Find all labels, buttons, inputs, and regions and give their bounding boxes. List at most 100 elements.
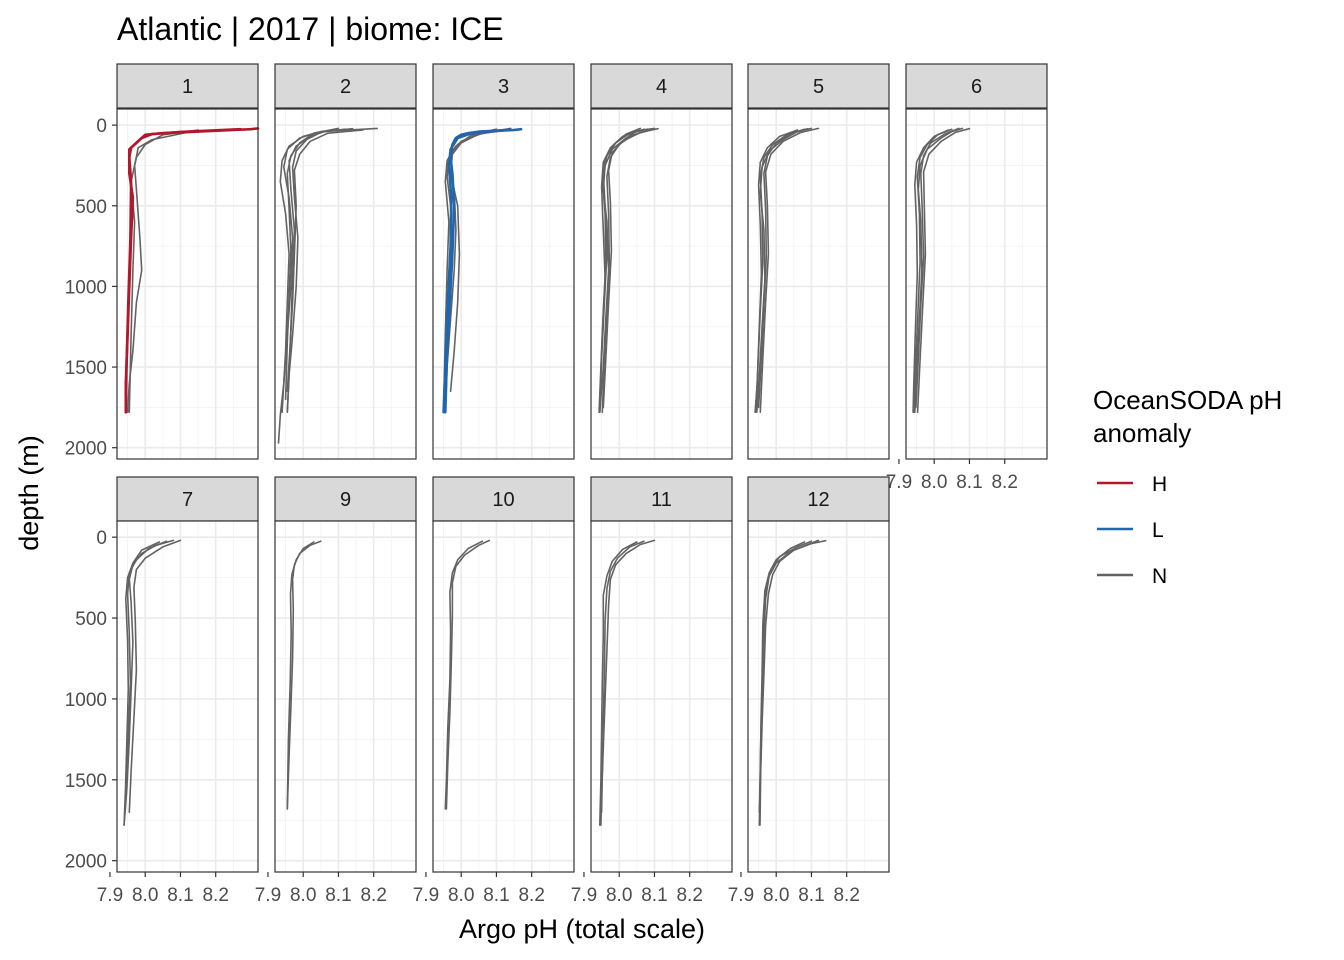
x-tick-label: 7.9 [413, 885, 439, 906]
facet-panel-12: 12 7.9 8.0 8.1 8.2 [728, 476, 890, 906]
profile-line-N [284, 127, 340, 401]
profile-line-N [126, 128, 245, 414]
panel-background [433, 109, 574, 459]
facet-strip-label: 12 [807, 489, 829, 511]
profile-line-N [123, 541, 161, 826]
y-tick-label: 2000 [65, 852, 107, 873]
profile-line-N [598, 541, 638, 826]
panel-border [590, 520, 733, 873]
panel-border [747, 520, 890, 873]
x-tick-label: 8.2 [518, 885, 544, 906]
facet-strip-label: 11 [651, 489, 672, 511]
profile-line-N [599, 128, 645, 393]
profile-line-N [600, 540, 645, 814]
profile-line-N [445, 539, 491, 810]
panel-background [748, 109, 889, 459]
profile-line-N [444, 540, 484, 810]
x-tick-label: 8.0 [921, 472, 947, 493]
x-tick-label: 8.0 [763, 885, 789, 906]
facet-strip [747, 63, 890, 109]
x-tick-label: 8.2 [676, 885, 702, 906]
facet-strip [590, 476, 733, 522]
facet-panel-9: 9 7.9 8.0 8.1 8.2 [255, 476, 417, 906]
x-tick-label: 7.9 [571, 885, 597, 906]
legend-item-N: N [1097, 565, 1167, 588]
profile-line-H [124, 127, 242, 414]
profile-line-N [442, 128, 498, 414]
panel-border [116, 108, 259, 460]
profile-line-N [915, 127, 960, 409]
panel-background [433, 521, 574, 872]
facet-panel-2: 2 [274, 63, 417, 460]
legend-label: L [1152, 519, 1164, 542]
profile-line-N [912, 128, 953, 414]
facet-strip [116, 63, 259, 109]
profile-line-N [757, 127, 809, 409]
x-tick-label: 7.9 [728, 885, 754, 906]
facet-strip [905, 63, 1048, 109]
profile-line-N [128, 539, 182, 814]
panel-border [747, 108, 890, 460]
facet-panel-11: 11 7.9 8.0 8.1 8.2 [571, 476, 733, 906]
x-tick-label: 8.1 [798, 885, 824, 906]
x-tick-label: 8.1 [167, 885, 193, 906]
profile-line-N [912, 129, 950, 414]
profile-line-N [286, 129, 364, 393]
panel-background [591, 521, 732, 872]
y-tick-label: 1500 [65, 358, 107, 379]
profile-line-N [286, 541, 315, 810]
panel-background [591, 109, 732, 459]
facet-strip-label: 3 [498, 76, 509, 98]
y-tick-label: 0 [96, 528, 107, 549]
legend-item-H: H [1097, 473, 1167, 496]
facet-panel-7: 7 0 500 1000 1500 2000 7.9 8.0 8.1 8.2 [65, 476, 259, 906]
panel-border [432, 520, 575, 873]
y-tick-label: 1000 [65, 277, 107, 298]
profile-line-N [759, 539, 827, 826]
x-tick-label: 8.0 [606, 885, 632, 906]
profile-line-N [124, 540, 168, 814]
panel-border [274, 108, 417, 460]
profile-line-N [602, 127, 659, 409]
panel-border [432, 108, 575, 460]
facet-strip [590, 63, 733, 109]
facet-strip [432, 63, 575, 109]
facet-strip-label: 1 [182, 76, 193, 98]
panel-border [274, 520, 417, 873]
y-tick-label: 0 [96, 116, 107, 137]
y-tick-label: 2000 [65, 439, 107, 460]
x-tick-label: 8.1 [483, 885, 509, 906]
facet-strip-label: 9 [340, 489, 351, 511]
profile-line-N [286, 128, 336, 414]
x-tick-label: 8.0 [290, 885, 316, 906]
facet-panel-6: 6 7.9 8.0 8.1 8.2 [886, 63, 1048, 493]
facet-strip-label: 6 [971, 76, 982, 98]
facet-strip-label: 2 [340, 76, 351, 98]
facet-strip [432, 476, 575, 522]
x-tick-label: 8.1 [641, 885, 667, 906]
panel-border [905, 108, 1048, 460]
facet-strip-label: 4 [656, 76, 667, 98]
facet-strip [274, 63, 417, 109]
x-tick-label: 8.2 [360, 885, 386, 906]
panel-border [116, 520, 259, 873]
facet-panel-3: 3 [432, 63, 575, 460]
legend-title-line-2: anomaly [1093, 418, 1191, 448]
profile-line-N [754, 129, 799, 414]
legend-label: N [1152, 565, 1167, 588]
profile-line-N [916, 127, 971, 414]
profile-line-N [759, 127, 820, 414]
facet-strip-label: 7 [182, 489, 193, 511]
chart-title: Atlantic | 2017 | biome: ICE [117, 11, 504, 47]
legend-label: H [1152, 473, 1167, 496]
profile-line-N [286, 540, 322, 810]
facet-panel-1: 1 0 500 1000 1500 2000 [65, 63, 260, 460]
y-axis-title: depth (m) [14, 435, 44, 551]
y-tick-label: 500 [75, 197, 107, 218]
x-axis-title: Argo pH (total scale) [459, 914, 705, 944]
x-tick-label: 8.2 [202, 885, 228, 906]
profile-line-N [758, 541, 806, 814]
facet-panel-5: 5 [747, 63, 890, 460]
